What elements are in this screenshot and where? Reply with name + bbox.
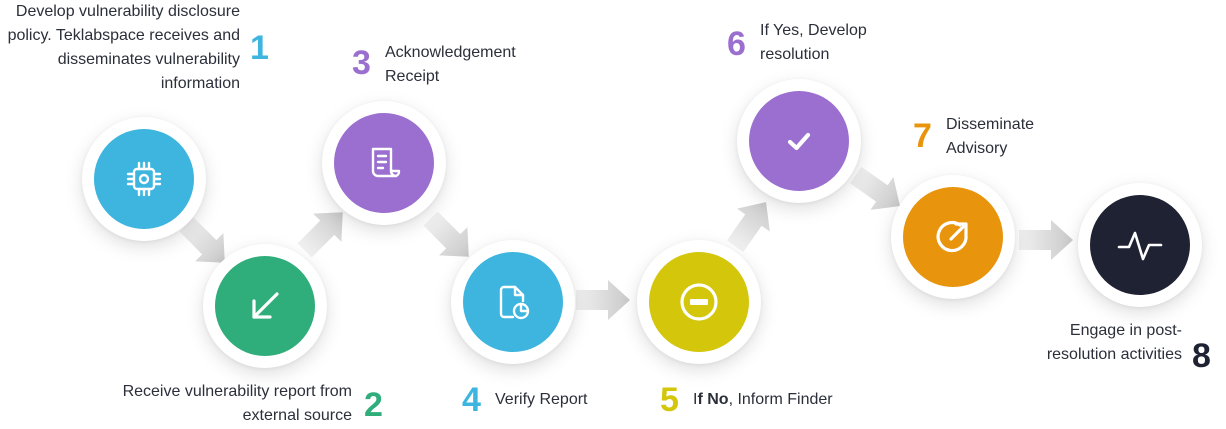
minus-circle-icon [680,283,718,321]
arrow-3-4 [423,211,469,257]
arrow-6-7 [849,166,900,210]
step-3-circle [334,113,434,213]
step-6-node [737,79,861,203]
arrow-5-6 [726,202,770,253]
step-8-node [1078,183,1202,307]
step-7-label: Disseminate Advisory [946,116,1035,157]
step-1-label: Develop vulnerability disclosure policy.… [7,3,240,92]
document-chart-icon [499,285,530,320]
step-6-circle [749,91,849,191]
step-1-number: 1 [250,29,269,67]
step-5-label-prefix: I [693,391,698,408]
share-arrow-icon [936,220,968,253]
step-3-number: 3 [352,44,371,82]
step-7-node [891,175,1015,299]
step-4-circle [463,252,563,352]
step-8-circle [1090,195,1190,295]
pulse-icon [1117,231,1163,261]
arrow-1-2 [179,217,225,263]
step-4-number: 4 [462,381,481,419]
step-8-label: Engage in post-resolution activities [1046,322,1182,363]
step-2-label: Receive vulnerability report from extern… [122,383,352,424]
step-5-label-bold: f No [697,391,729,408]
arrow-4-5 [576,280,630,320]
step-7-number: 7 [913,117,932,155]
step-2-node [203,244,327,368]
step-5-number: 5 [660,381,679,419]
step-2-circle [215,256,315,356]
step-5-node [637,240,761,364]
arrow-2-3 [297,212,343,258]
step-7-circle [903,187,1003,287]
checkmark-icon [787,132,811,151]
step-5-label-suffix: , Inform Finder [728,391,833,408]
step-4-label: Verify Report [495,391,588,408]
step-6-number: 6 [727,25,746,63]
step-5-label: If No, Inform Finder [693,388,873,412]
step-8-number: 8 [1192,337,1211,375]
arrow-7-8 [1019,220,1073,260]
step-3-node [322,101,446,225]
step-6-label: If Yes, Develop resolution [760,22,867,63]
chip-icon [126,161,162,197]
arrow-down-left-icon [252,292,279,319]
step-4-node [451,240,575,364]
step-3-label: Acknowledgement Receipt [385,44,516,85]
step-2-number: 2 [364,386,383,424]
step-1-circle [94,129,194,229]
step-1-node [82,117,206,241]
receipt-icon [371,147,401,178]
step-5-circle [649,252,749,352]
